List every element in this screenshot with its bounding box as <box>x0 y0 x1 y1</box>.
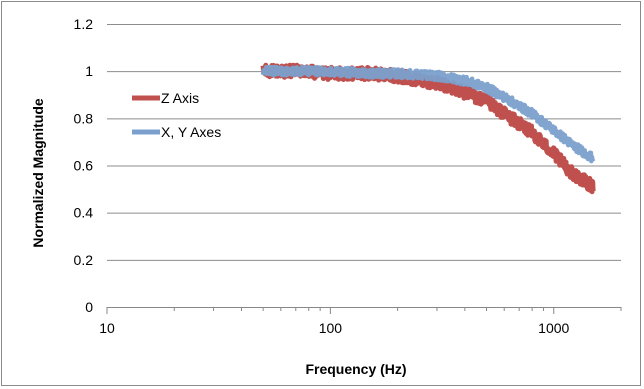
y-tick-label: 0.6 <box>74 158 94 174</box>
series-line-xy-axes <box>260 64 596 164</box>
legend: Z Axis X, Y Axes <box>132 90 221 140</box>
y-tick-label: 0.4 <box>74 205 94 221</box>
x-tick-labels: 10 100 1000 <box>99 320 569 336</box>
legend-label-z-axis: Z Axis <box>161 90 199 106</box>
x-tick-label: 1000 <box>538 320 569 336</box>
y-axis-title: Normalized Magnitude <box>30 98 46 248</box>
legend-label-xy-axes: X, Y Axes <box>161 124 221 140</box>
x-ticks-layer <box>106 307 622 314</box>
x-tick-label: 10 <box>99 320 115 336</box>
y-tick-label: 0 <box>85 299 93 315</box>
x-axis-title: Frequency (Hz) <box>305 361 406 377</box>
y-tick-label: 1.2 <box>74 16 94 32</box>
y-tick-label: 0.2 <box>74 252 94 268</box>
y-tick-label: 1 <box>85 63 93 79</box>
x-tick-label: 100 <box>319 320 343 336</box>
y-tick-labels: 0 0.2 0.4 0.6 0.8 1 1.2 <box>74 16 94 315</box>
y-tick-label: 0.8 <box>74 110 94 126</box>
series-layer <box>260 62 596 195</box>
